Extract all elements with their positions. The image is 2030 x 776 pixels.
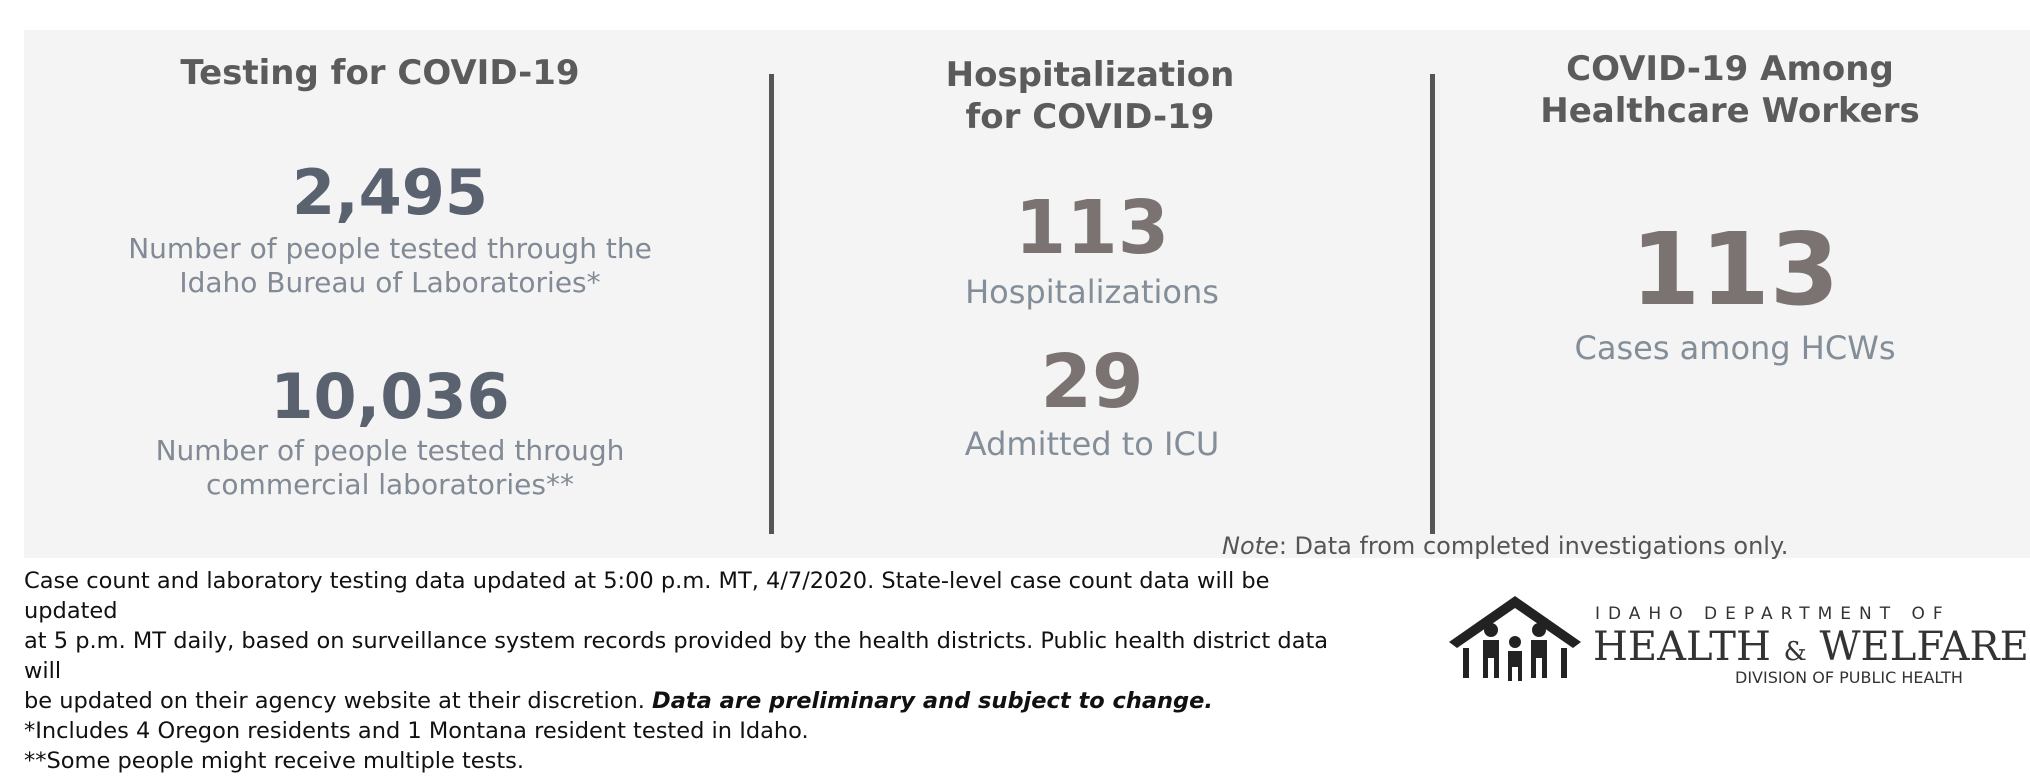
logo-main-text: HEALTH & WELFARE bbox=[1593, 624, 2029, 670]
footer-line-1: Case count and laboratory testing data u… bbox=[24, 568, 1270, 624]
hcw-cases-count: 113 bbox=[1630, 211, 1840, 328]
logo-health: HEALTH bbox=[1593, 624, 1771, 670]
commercial-tested-count: 10,036 bbox=[270, 360, 510, 433]
hospitalizations-label: Hospitalizations bbox=[965, 273, 1219, 311]
icu-label: Admitted to ICU bbox=[964, 425, 1220, 463]
logo-top-text: IDAHO DEPARTMENT OF bbox=[1595, 604, 1951, 624]
footer-disclaimer: Data are preliminary and subject to chan… bbox=[652, 688, 1213, 714]
column-divider-2 bbox=[1430, 74, 1435, 534]
commercial-tested-desc-line2: commercial laboratories** bbox=[206, 468, 574, 501]
footer-line-4: *Includes 4 Oregon residents and 1 Monta… bbox=[24, 718, 809, 744]
logo-welfare: WELFARE bbox=[1819, 624, 2029, 670]
hospitalization-heading-line1: Hospitalization bbox=[945, 55, 1235, 95]
bureau-tested-desc-line1: Number of people tested through the bbox=[128, 232, 652, 265]
idhw-logo: IDAHO DEPARTMENT OF HEALTH & WELFARE DIV… bbox=[1445, 590, 2029, 690]
dashboard-panel bbox=[24, 30, 2030, 558]
logo-ampersand: & bbox=[1783, 637, 1807, 667]
column-divider-1 bbox=[769, 74, 774, 534]
hospitalizations-count: 113 bbox=[1014, 185, 1170, 271]
note-prefix: Note bbox=[1222, 532, 1279, 560]
footer-line-3: be updated on their agency website at th… bbox=[24, 686, 1364, 716]
footer-line-3-plain: be updated on their agency website at th… bbox=[24, 688, 653, 714]
icu-count: 29 bbox=[1040, 339, 1144, 425]
bureau-tested-desc-line2: Idaho Bureau of Laboratories* bbox=[179, 266, 601, 299]
note-text: : Data from completed investigations onl… bbox=[1278, 532, 1789, 560]
testing-heading: Testing for COVID-19 bbox=[180, 53, 580, 93]
house-family-icon bbox=[1449, 596, 1581, 681]
data-note: Note: Data from completed investigations… bbox=[1222, 532, 1788, 560]
commercial-tested-desc-line1: Number of people tested through bbox=[155, 434, 625, 467]
footer-line-2: at 5 p.m. MT daily, based on surveillanc… bbox=[24, 628, 1329, 684]
hcw-heading-line1: COVID-19 Among bbox=[1566, 49, 1894, 89]
hcw-cases-label: Cases among HCWs bbox=[1574, 329, 1896, 367]
footer-notes: Case count and laboratory testing data u… bbox=[24, 566, 1364, 776]
logo-division-text: DIVISION OF PUBLIC HEALTH bbox=[1735, 668, 1963, 687]
bureau-tested-count: 2,495 bbox=[291, 156, 489, 229]
footer-line-5: **Some people might receive multiple tes… bbox=[24, 748, 525, 774]
hospitalization-heading-line2: for COVID-19 bbox=[965, 97, 1215, 137]
hcw-heading-line2: Healthcare Workers bbox=[1540, 91, 1920, 131]
